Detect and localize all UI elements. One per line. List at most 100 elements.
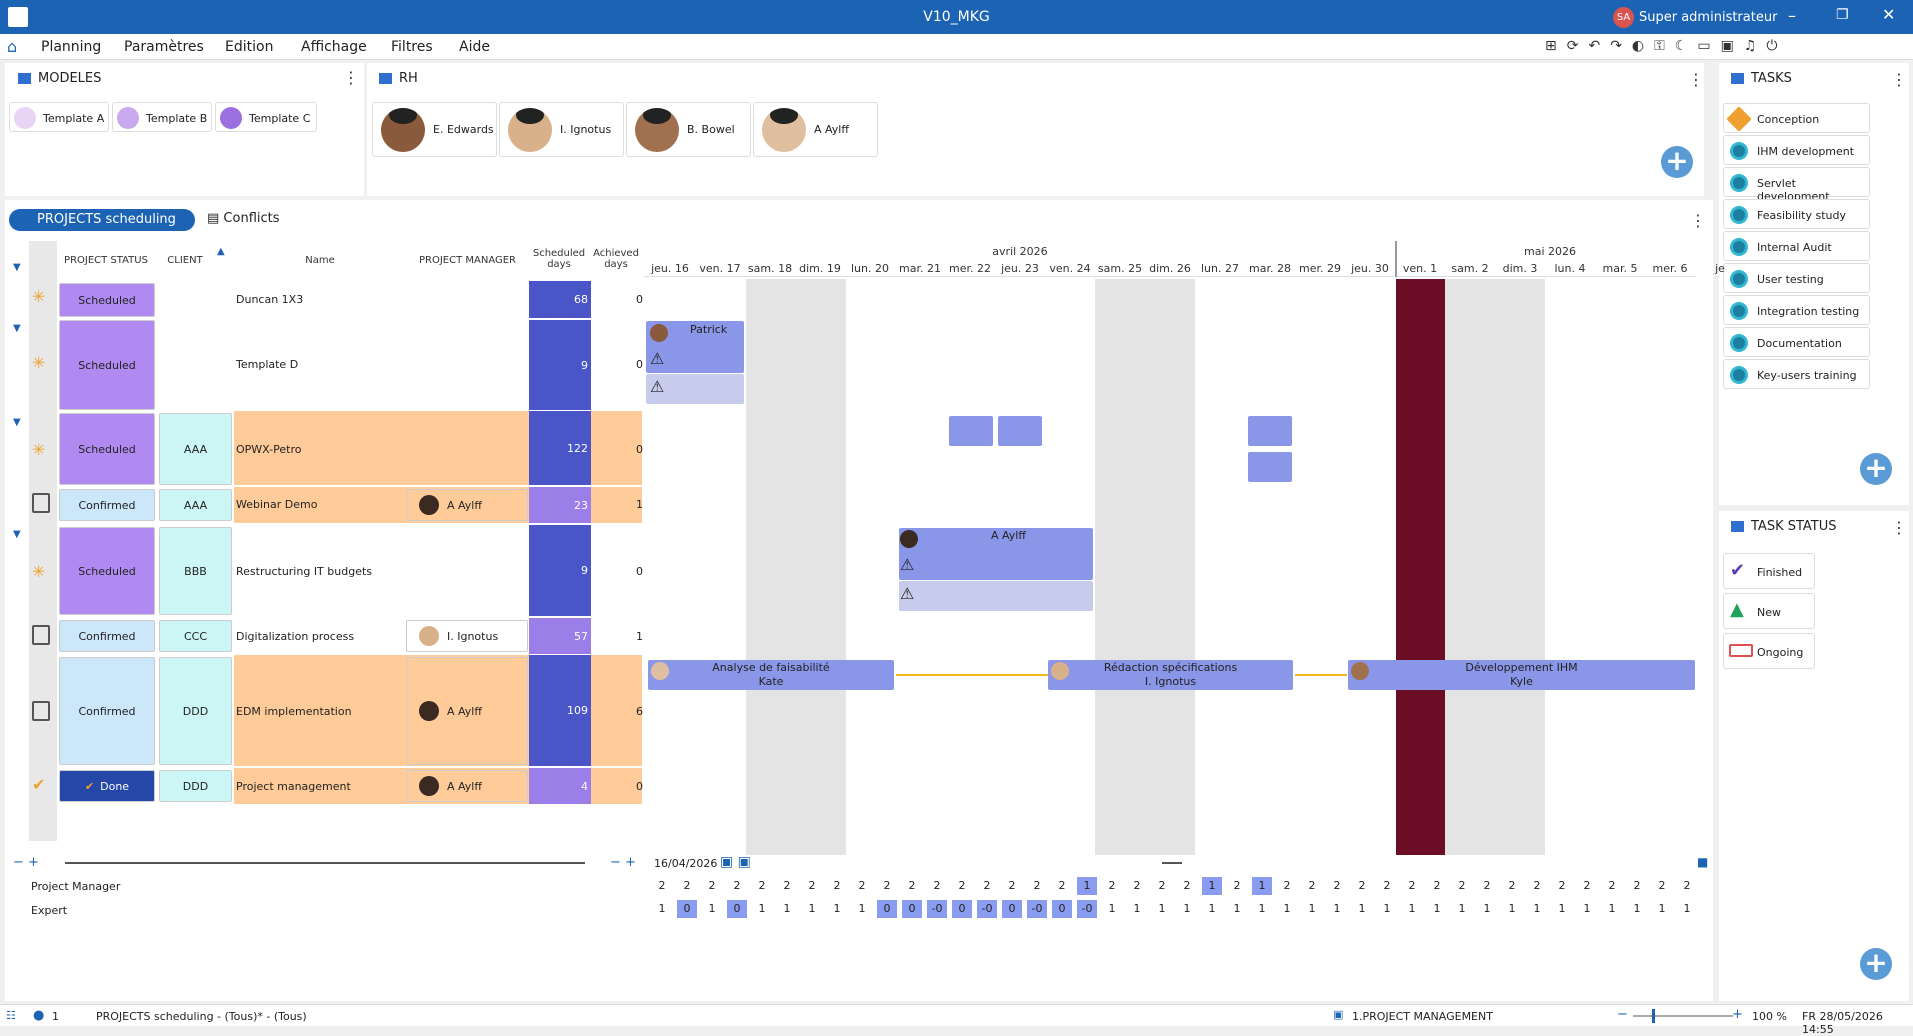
lock-icon[interactable]: ■ [1697, 855, 1709, 869]
status-cell[interactable]: Confirmed [59, 620, 155, 652]
client-cell[interactable]: BBB [159, 527, 232, 615]
name-cell[interactable]: Digitalization process [236, 630, 355, 643]
status-cell[interactable]: Confirmed [59, 657, 155, 765]
task-item[interactable]: User testing [1723, 263, 1870, 293]
grid-hscrollbar[interactable] [65, 862, 585, 864]
status-cell[interactable]: Scheduled [59, 527, 155, 615]
collapse-icon[interactable]: ▼ [13, 529, 21, 540]
client-cell[interactable]: AAA [159, 413, 232, 485]
status-cell[interactable]: Confirmed [59, 489, 155, 521]
task-item[interactable]: Integration testing [1723, 295, 1870, 325]
menu-filtres[interactable]: Filtres [391, 39, 433, 55]
manager-cell[interactable]: A Aylff [406, 657, 528, 765]
task-status-menu-icon[interactable]: ⋮ [1891, 518, 1907, 537]
rh-person-card[interactable]: E. Edwards [372, 102, 497, 157]
task-item[interactable]: Servlet development [1723, 167, 1870, 203]
tab-conflicts[interactable]: ▤ Conflicts [207, 211, 280, 226]
client-cell[interactable]: CCC [159, 620, 232, 652]
user-name[interactable]: Super administrateur [1639, 10, 1778, 25]
task-item[interactable]: Feasibility study [1723, 199, 1870, 229]
gantt-bar[interactable] [1348, 660, 1695, 690]
client-cell[interactable]: DDD [159, 657, 232, 765]
gantt-bar[interactable] [949, 416, 993, 446]
zoom-out-button[interactable]: − [1617, 1007, 1628, 1022]
gantt-bar[interactable] [998, 416, 1042, 446]
menu-affichage[interactable]: Affichage [301, 39, 367, 55]
status-cell[interactable]: Scheduled [59, 413, 155, 485]
modeles-menu-icon[interactable]: ⋮ [343, 68, 359, 87]
template-item[interactable]: Template A [9, 102, 109, 132]
client-cell[interactable]: AAA [159, 489, 232, 521]
name-cell[interactable]: EDM implementation [236, 705, 352, 718]
gantt-bar[interactable] [1248, 452, 1292, 482]
home-icon[interactable]: ⌂ [7, 37, 18, 56]
menu-aide[interactable]: Aide [459, 39, 490, 55]
zoom-slider[interactable] [1633, 1015, 1733, 1017]
gantt-bar[interactable] [646, 374, 744, 404]
task-item[interactable]: Internal Audit [1723, 231, 1870, 261]
rh-menu-icon[interactable]: ⋮ [1688, 70, 1704, 89]
toolbar-icons[interactable]: ⊞⟳↶↷◐⚿☾▭▣♫⏻ [1545, 38, 1788, 54]
menu-edition[interactable]: Edition [225, 39, 274, 55]
menu-planning[interactable]: Planning [41, 39, 102, 55]
col-header-status[interactable]: PROJECT STATUS [64, 255, 148, 266]
task-item[interactable]: Documentation [1723, 327, 1870, 357]
col-header-achieved[interactable]: Achieved days [593, 248, 639, 270]
rh-person-card[interactable]: B. Bowel [626, 102, 751, 157]
col-header-manager[interactable]: PROJECT MANAGER [418, 255, 517, 266]
status-cell[interactable]: Scheduled [59, 320, 155, 410]
gantt-bar[interactable] [899, 581, 1093, 611]
tab-projects-scheduling[interactable]: PROJECTS scheduling [9, 209, 195, 231]
manager-cell[interactable]: A Aylff [406, 770, 528, 802]
gantt-bar[interactable] [648, 660, 894, 690]
date-nav-field[interactable]: 16/04/2026 [654, 857, 718, 870]
task-item[interactable]: IHM development [1723, 135, 1870, 165]
manager-cell[interactable]: A Aylff [406, 489, 528, 521]
gantt-hscrollbar[interactable] [1162, 862, 1182, 864]
minimize-button[interactable]: – [1788, 6, 1796, 25]
col-header-scheduled[interactable]: Scheduled days [532, 248, 586, 270]
name-cell[interactable]: Template D [236, 358, 299, 371]
name-cell[interactable]: Restructuring IT budgets [236, 565, 373, 578]
user-avatar[interactable]: SA [1613, 7, 1634, 28]
name-cell[interactable]: Webinar Demo [236, 498, 318, 511]
status-item-new[interactable]: ▲ New [1723, 593, 1815, 629]
template-item[interactable]: Template C [215, 102, 317, 132]
grid-scroll-controls[interactable]: − + [13, 855, 39, 870]
manager-cell[interactable]: I. Ignotus [406, 620, 528, 652]
add-task-button[interactable]: + [1860, 453, 1892, 485]
rh-person-card[interactable]: A Aylff [753, 102, 878, 157]
gantt-bar[interactable] [899, 528, 1093, 580]
task-item[interactable]: Conception [1723, 103, 1870, 133]
add-rh-button[interactable]: + [1661, 146, 1693, 178]
collapse-icon[interactable]: ▼ [13, 262, 21, 273]
gantt-bar[interactable] [1248, 416, 1292, 446]
name-cell[interactable]: OPWX-Petro [236, 443, 302, 456]
zoom-in-button[interactable]: + [1732, 1007, 1743, 1022]
status-cell[interactable]: Scheduled [59, 283, 155, 317]
tasks-menu-icon[interactable]: ⋮ [1891, 70, 1907, 89]
col-header-name[interactable]: Name [305, 255, 335, 266]
menu-parametres[interactable]: Paramètres [124, 39, 204, 55]
name-cell[interactable]: Duncan 1X3 [236, 293, 304, 306]
gantt-bar[interactable] [1048, 660, 1293, 690]
status-item-finished[interactable]: ✔ Finished [1723, 553, 1815, 589]
task-item[interactable]: Key-users training [1723, 359, 1870, 389]
rh-person-card[interactable]: I. Ignotus [499, 102, 624, 157]
main-menu-icon[interactable]: ⋮ [1690, 211, 1706, 230]
gantt-scroll-controls[interactable]: − + [610, 855, 636, 870]
client-cell[interactable]: DDD [159, 770, 232, 802]
calendar-icon[interactable]: ▣ ▣ [720, 854, 751, 870]
add-status-button[interactable]: + [1860, 948, 1892, 980]
collapse-icon[interactable]: ▼ [13, 323, 21, 334]
template-item[interactable]: Template B [112, 102, 212, 132]
zoom-slider-handle[interactable] [1652, 1009, 1655, 1023]
sort-icon[interactable]: ▲ [217, 246, 225, 257]
name-cell[interactable]: Project management [236, 780, 351, 793]
col-header-client[interactable]: CLIENT [167, 255, 203, 266]
status-item-ongoing[interactable]: Ongoing [1723, 633, 1815, 669]
collapse-icon[interactable]: ▼ [13, 417, 21, 428]
tree-icon[interactable]: ☷ [6, 1009, 16, 1022]
close-button[interactable]: ✕ [1882, 5, 1896, 24]
status-cell[interactable]: ✔ Done [59, 770, 155, 802]
